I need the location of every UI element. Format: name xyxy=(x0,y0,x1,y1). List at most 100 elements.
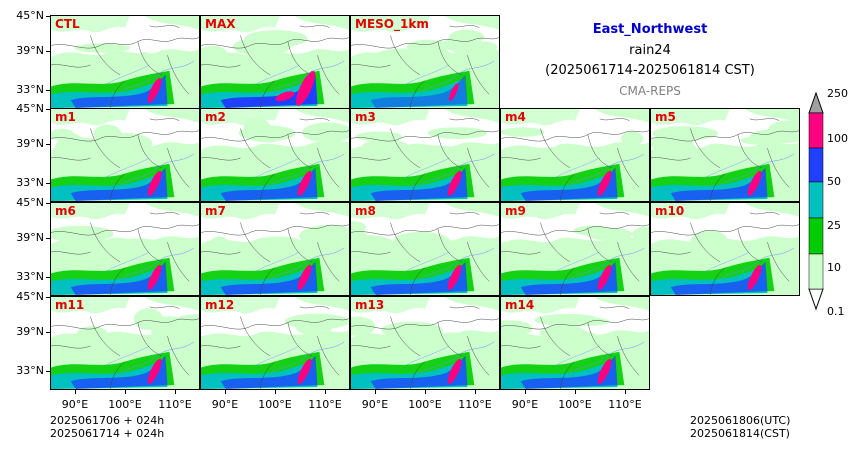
longitude-tick xyxy=(375,390,376,394)
latitude-tick xyxy=(46,277,50,278)
latitude-label: 39°N xyxy=(16,137,44,150)
longitude-tick xyxy=(625,390,626,394)
panel-label: m9 xyxy=(505,204,526,218)
latitude-tick xyxy=(46,51,50,52)
longitude-label: 100°E xyxy=(558,398,592,411)
colorbar xyxy=(808,91,824,311)
colorbar-label-25: 25 xyxy=(827,219,841,232)
longitude-label: 90°E xyxy=(511,398,539,411)
map-panel-m9: m9 xyxy=(500,202,650,296)
colorbar-max-triangle xyxy=(808,91,824,114)
longitude-label: 90°E xyxy=(361,398,389,411)
colorbar-label-250: 250 xyxy=(827,87,848,100)
colorbar-min-triangle xyxy=(808,288,824,311)
longitude-tick xyxy=(275,390,276,394)
period-title: (2025061714-2025061814 CST) xyxy=(545,63,755,78)
panel-label: m7 xyxy=(205,204,226,218)
map-panel-m13: m13 xyxy=(350,296,500,390)
latitude-tick xyxy=(46,238,50,239)
source-label: CMA-REPS xyxy=(619,84,681,98)
panel-label: MESO_1km xyxy=(355,17,429,31)
latitude-tick xyxy=(46,203,50,204)
colorbar-label-100: 100 xyxy=(827,132,848,145)
panel-label: m2 xyxy=(205,110,226,124)
panel-label: m13 xyxy=(355,298,385,312)
map-panel-m12: m12 xyxy=(200,296,350,390)
latitude-label: 33°N xyxy=(16,176,44,189)
colorbar-seg-0-10 xyxy=(808,253,824,290)
map-panel-ctl: CTL xyxy=(50,15,200,109)
footer-valid-utc: 2025061806(UTC) xyxy=(690,414,791,427)
map-panel-m4: m4 xyxy=(500,108,650,202)
map-panel-meso-1km: MESO_1km xyxy=(350,15,500,109)
longitude-label: 110°E xyxy=(458,398,492,411)
footer-valid: 2025061806(UTC) 2025061814(CST) xyxy=(690,414,790,440)
map-panel-m11: m11 xyxy=(50,296,200,390)
longitude-tick xyxy=(475,390,476,394)
colorbar-label-50: 50 xyxy=(827,175,841,188)
longitude-label: 100°E xyxy=(108,398,142,411)
colorbar-label-0.1: 0.1 xyxy=(827,305,845,318)
longitude-label: 100°E xyxy=(408,398,442,411)
region-title: East_Northwest xyxy=(592,22,708,37)
panel-label: m4 xyxy=(505,110,526,124)
map-panel-m6: m6 xyxy=(50,202,200,296)
latitude-label: 39°N xyxy=(16,44,44,57)
footer-valid-cst: 2025061814(CST) xyxy=(690,427,790,440)
panel-label: m5 xyxy=(655,110,676,124)
latitude-label: 39°N xyxy=(16,325,44,338)
panel-label: m14 xyxy=(505,298,535,312)
latitude-label: 33°N xyxy=(16,83,44,96)
longitude-label: 110°E xyxy=(308,398,342,411)
longitude-label: 110°E xyxy=(608,398,642,411)
map-panel-m7: m7 xyxy=(200,202,350,296)
panel-label: m12 xyxy=(205,298,235,312)
footer-init-cst: 2025061714 + 024h xyxy=(50,427,165,440)
latitude-tick xyxy=(46,109,50,110)
latitude-tick xyxy=(46,297,50,298)
map-panel-m3: m3 xyxy=(350,108,500,202)
latitude-label: 45°N xyxy=(16,102,44,115)
latitude-tick xyxy=(46,90,50,91)
panel-label: CTL xyxy=(55,17,80,31)
map-panel-m10: m10 xyxy=(650,202,800,296)
colorbar-seg-25-50 xyxy=(808,181,824,219)
map-panel-m8: m8 xyxy=(350,202,500,296)
longitude-tick xyxy=(175,390,176,394)
title-block: East_Northwest rain24 (2025061714-202506… xyxy=(520,22,780,98)
latitude-label: 33°N xyxy=(16,364,44,377)
latitude-label: 33°N xyxy=(16,270,44,283)
map-panel-m1: m1 xyxy=(50,108,200,202)
colorbar-seg-50-100 xyxy=(808,147,824,183)
latitude-tick xyxy=(46,332,50,333)
panel-label: m6 xyxy=(55,204,76,218)
variable-title: rain24 xyxy=(629,43,671,58)
map-panel-m5: m5 xyxy=(650,108,800,202)
footer-init-utc: 2025061706 + 024h xyxy=(50,414,165,427)
colorbar-svg xyxy=(808,91,824,311)
longitude-tick xyxy=(425,390,426,394)
colorbar-label-10: 10 xyxy=(827,261,841,274)
latitude-label: 39°N xyxy=(16,231,44,244)
panel-label: m1 xyxy=(55,110,76,124)
colorbar-seg-100-250 xyxy=(808,112,824,149)
panel-label: m8 xyxy=(355,204,376,218)
latitude-label: 45°N xyxy=(16,196,44,209)
longitude-tick xyxy=(75,390,76,394)
latitude-tick xyxy=(46,16,50,17)
map-panel-max: MAX xyxy=(200,15,350,109)
panel-label: m11 xyxy=(55,298,85,312)
longitude-label: 90°E xyxy=(61,398,89,411)
longitude-label: 110°E xyxy=(158,398,192,411)
longitude-tick xyxy=(125,390,126,394)
map-panel-m14: m14 xyxy=(500,296,650,390)
panel-label: m10 xyxy=(655,204,685,218)
longitude-tick xyxy=(225,390,226,394)
longitude-label: 90°E xyxy=(211,398,239,411)
colorbar-seg-10-25 xyxy=(808,217,824,255)
latitude-label: 45°N xyxy=(16,290,44,303)
longitude-label: 100°E xyxy=(258,398,292,411)
panel-label: MAX xyxy=(205,17,236,31)
latitude-tick xyxy=(46,183,50,184)
panel-label: m3 xyxy=(355,110,376,124)
